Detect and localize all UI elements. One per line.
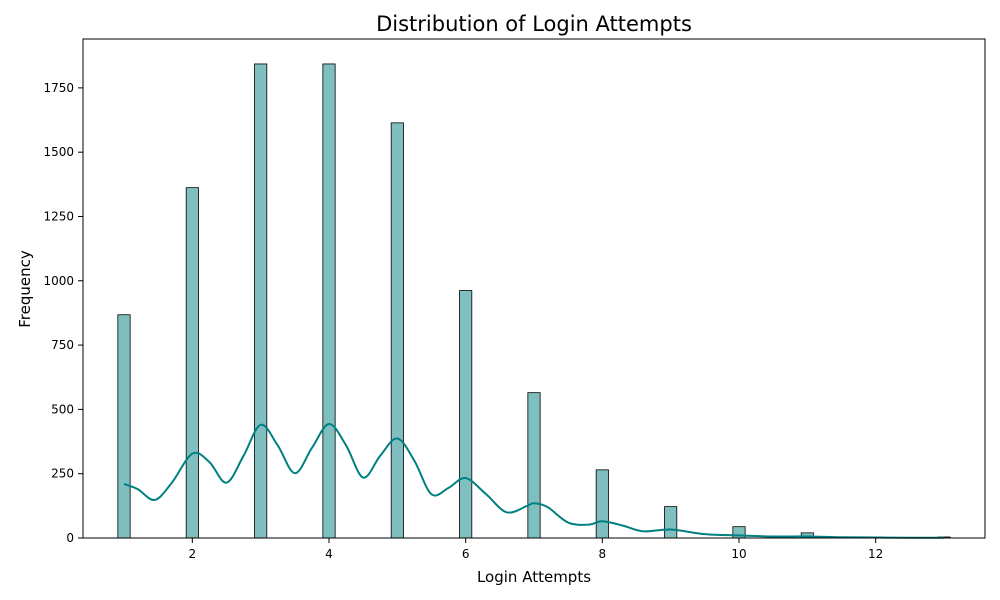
x-tick-label: 6 bbox=[462, 547, 470, 561]
histogram-bar bbox=[254, 63, 268, 539]
x-tick-label: 8 bbox=[599, 547, 607, 561]
histogram-bar bbox=[322, 63, 336, 539]
y-tick-label: 500 bbox=[51, 402, 74, 416]
x-tick-label: 4 bbox=[325, 547, 333, 561]
x-tick-label: 10 bbox=[731, 547, 746, 561]
y-tick-label: 250 bbox=[51, 467, 74, 481]
plot-frame bbox=[82, 38, 986, 539]
y-tick-label: 1750 bbox=[43, 81, 74, 95]
histogram-bar bbox=[390, 122, 404, 539]
y-axis-label: Frequency bbox=[16, 250, 34, 328]
histogram-bar bbox=[527, 392, 541, 539]
y-tick-label: 1250 bbox=[43, 209, 74, 223]
x-axis: 2 4 6 8 10 12 bbox=[189, 538, 883, 561]
y-tick-label: 750 bbox=[51, 338, 74, 352]
kde-curve bbox=[123, 423, 945, 539]
bars-group bbox=[117, 63, 951, 539]
histogram-bar bbox=[664, 506, 678, 539]
y-axis: 0 250 500 750 1000 1250 1500 1750 bbox=[43, 81, 83, 545]
x-tick-label: 12 bbox=[868, 547, 883, 561]
histogram-bar bbox=[185, 187, 199, 539]
histogram-bar bbox=[595, 469, 609, 539]
histogram-bar bbox=[459, 290, 473, 539]
x-tick-label: 2 bbox=[189, 547, 197, 561]
y-tick-label: 1500 bbox=[43, 145, 74, 159]
histogram-bar bbox=[117, 314, 131, 539]
chart-title: Distribution of Login Attempts bbox=[376, 12, 692, 36]
y-tick-label: 1000 bbox=[43, 274, 74, 288]
y-tick-label: 0 bbox=[66, 531, 74, 545]
x-axis-label: Login Attempts bbox=[477, 568, 591, 586]
